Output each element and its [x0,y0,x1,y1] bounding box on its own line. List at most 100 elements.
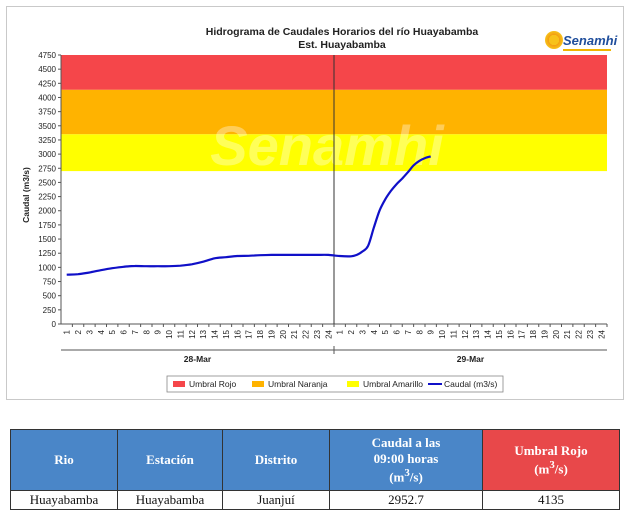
series-lines [66,155,432,276]
x-tick-label: 15 [495,329,504,338]
y-tick-label: 3500 [38,122,56,131]
sun-logo-icon [545,31,563,49]
x-tick-label: 18 [256,329,265,338]
y-tick-label: 2000 [38,207,56,216]
x-tick-label: 4 [370,329,379,334]
header-umbral-unit2: /s [554,461,564,477]
header-umbral-sup: 3 [549,458,555,471]
chart-legend: Umbral Rojo Umbral Naranja Umbral Amarillo… [166,375,504,393]
y-tick-label: 4750 [38,51,56,60]
y-tick-label: 3750 [38,108,56,117]
header-caudal-line2: 09:00 horas [373,450,439,466]
y-tick-label: 250 [43,306,57,315]
x-tick-label: 6 [393,329,402,334]
y-tick-label: 4250 [38,79,56,88]
x-tick-label: 24 [597,329,606,338]
x-tick-label: 3 [85,329,94,334]
x-tick-label: 15 [222,329,231,338]
x-tick-label: 2 [74,329,83,334]
table-row: Huayabamba Huayabamba Juanjuí 2952.7 413… [10,490,620,510]
y-tick-label: 750 [43,278,57,287]
x-tick-label: 11 [176,329,185,338]
legend-swatch-0 [173,381,185,387]
hydrograph-chart: Hidrograma de Caudales Horarios del río … [21,26,608,393]
senamhi-logo: Senamhi [543,27,618,57]
x-tick-label: 21 [563,329,572,338]
x-tick-label: 1 [336,329,345,334]
legend-label-1: Umbral Naranja [268,379,328,389]
x-tick-label: 7 [131,329,140,334]
header-caudal: Caudal a las 09:00 horas (m3/s) [329,429,483,491]
x-tick-label: 9 [427,329,436,334]
header-caudal-unit2: /s [409,469,419,485]
logo-underline [563,49,611,51]
x-tick-label: 6 [120,329,129,334]
header-caudal-line1: Caudal a las [371,434,441,450]
day-label: 28-Mar [184,354,212,364]
series-line-0 [66,155,432,276]
header-rio: Rio [10,429,118,491]
x-tick-label: 13 [199,329,208,338]
cell-rio: Huayabamba [10,490,118,510]
cell-caudal: 2952.7 [329,490,483,510]
x-tick-label: 22 [575,329,584,338]
y-tick-labels: 0 250 500 750 1000 1250 1500 1750 2000 2250 2500 27… [38,51,61,329]
y-tick-label: 1750 [38,221,56,230]
x-tick-label: 2 [347,329,356,334]
x-tick-label: 23 [313,329,322,338]
x-tick-label: 10 [165,329,174,338]
legend-box [166,375,504,393]
x-tick-label: 5 [108,329,117,334]
header-umbral: Umbral Rojo (m3/s) [482,429,620,491]
x-tick-label: 20 [552,329,561,338]
x-tick-label: 14 [484,329,493,338]
day-label: 29-Mar [457,354,485,364]
watermark-text: Senamhi [210,114,445,177]
x-tick-label: 3 [358,329,367,334]
legend-label-0: Umbral Rojo [189,379,237,389]
x-tick-label: 10 [438,329,447,338]
y-tick-label: 1500 [38,235,56,244]
y-tick-label: 3000 [38,150,56,159]
x-tick-label: 12 [461,329,470,338]
x-tick-label: 23 [586,329,595,338]
x-tick-label: 16 [233,329,242,338]
cell-umbral: 4135 [482,490,620,510]
y-tick-label: 2500 [38,178,56,187]
y-tick-label: 2250 [38,193,56,202]
header-umbral-unit: m [538,461,550,477]
x-tick-label: 16 [506,329,515,338]
station-data-table: Rio Estación Distrito Caudal a las 09:00… [10,429,620,510]
y-tick-label: 1000 [38,263,56,272]
x-tick-label: 22 [302,329,311,338]
header-umbral-line1: Umbral Rojo [514,442,588,458]
y-tick-label: 500 [43,292,57,301]
x-tick-labels: 1 2 3 4 5 6 7 8 9 10 11 12 13 14 15 16 17 18 19 20 21 22 23 242… [63,324,608,364]
watermark: Senamhi [210,114,445,177]
x-tick-label: 21 [290,329,299,338]
cell-distrito: Juanjuí [222,490,330,510]
x-tick-label: 5 [381,329,390,334]
header-caudal-sup: 3 [404,466,410,479]
logo-text: Senamhi [563,33,618,48]
x-tick-label: 17 [518,329,527,338]
table-header-row: Rio Estación Distrito Caudal a las 09:00… [10,429,620,491]
y-tick-label: 0 [52,320,57,329]
x-tick-label: 1 [63,329,72,334]
x-tick-label: 4 [97,329,106,334]
x-tick-label: 13 [472,329,481,338]
header-estacion: Estación [117,429,223,491]
legend-label-2: Umbral Amarillo [363,379,423,389]
y-tick-label: 4000 [38,93,56,102]
chart-title: Hidrograma de Caudales Horarios del río … [206,26,479,38]
cell-estacion: Huayabamba [117,490,223,510]
x-tick-label: 8 [142,329,151,334]
y-tick-label: 1250 [38,249,56,258]
y-axis-label: Caudal (m3/s) [21,167,31,223]
x-tick-label: 19 [540,329,549,338]
hydrograph-chart-frame: Hidrograma de Caudales Horarios del río … [6,6,624,400]
x-tick-label: 18 [529,329,538,338]
x-tick-label: 19 [267,329,276,338]
x-tick-label: 9 [154,329,163,334]
x-tick-label: 14 [211,329,220,338]
